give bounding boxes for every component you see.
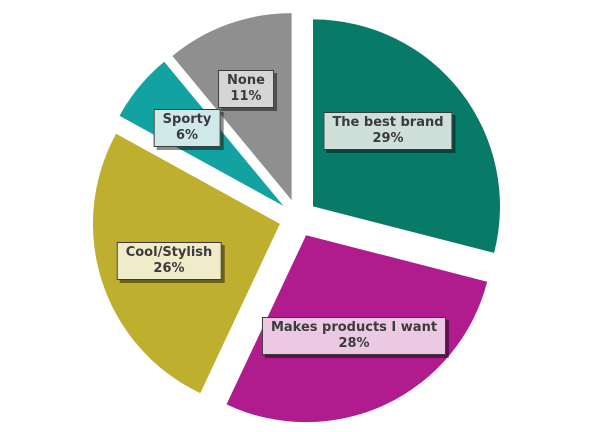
slice-label-percent: 29% (372, 131, 404, 146)
slice-label-makes-products: Makes products I want 28% (261, 317, 447, 355)
slice-label-text: Sporty (162, 112, 212, 127)
slice-label-percent: 11% (230, 89, 262, 104)
slice-label-cool-stylish: Cool/Stylish 26% (116, 242, 222, 280)
slice-label-sporty: Sporty 6% (153, 109, 221, 147)
slice-label-none: None 11% (218, 70, 274, 108)
slice-label-percent: 26% (153, 261, 185, 276)
slice-label-text: Makes products I want (270, 320, 438, 335)
slice-label-percent: 6% (175, 128, 199, 143)
slice-label-text: None (227, 73, 265, 88)
slice-label-text: Cool/Stylish (125, 245, 213, 260)
slice-label-text: The best brand (332, 115, 444, 130)
slice-label-percent: 28% (338, 336, 370, 351)
slice-label-best-brand: The best brand 29% (323, 112, 453, 150)
